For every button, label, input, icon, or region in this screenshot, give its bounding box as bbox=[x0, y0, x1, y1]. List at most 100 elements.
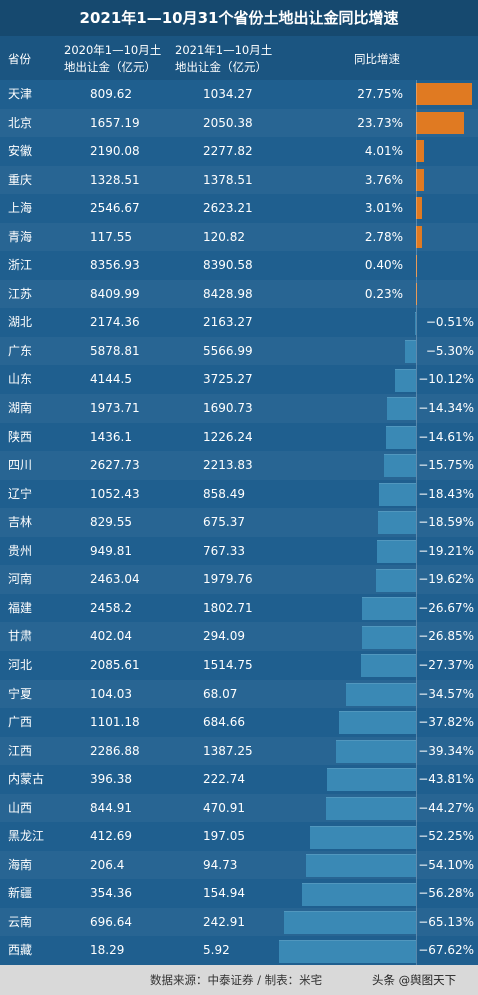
growth-label: −19.21% bbox=[418, 543, 474, 558]
growth-bar-negative bbox=[339, 711, 416, 735]
growth-bar-negative bbox=[377, 540, 416, 564]
province-label: 湖北 bbox=[8, 315, 33, 330]
province-label: 吉林 bbox=[8, 515, 33, 530]
value-2020: 1657.19 bbox=[90, 115, 140, 130]
header-2020-line2: 地出让金（亿元） bbox=[64, 60, 156, 74]
table-row: 北京 1657.19 2050.38 23.73% bbox=[0, 108, 478, 138]
chart-title: 2021年1—10月31个省份土地出让金同比增速 bbox=[0, 0, 478, 36]
value-2020: 412.69 bbox=[90, 829, 132, 844]
province-label: 西藏 bbox=[8, 943, 33, 958]
value-2021: 120.82 bbox=[203, 229, 245, 244]
growth-bar-negative bbox=[361, 597, 416, 621]
table-row: 吉林 829.55 675.37 −18.59% bbox=[0, 508, 478, 537]
value-2020: 206.4 bbox=[90, 857, 125, 872]
growth-label: −65.13% bbox=[418, 914, 474, 929]
growth-bar-negative bbox=[386, 425, 416, 449]
value-2021: 858.49 bbox=[203, 486, 245, 501]
value-2021: 1387.25 bbox=[203, 743, 253, 758]
table-row: 新疆 354.36 154.94 −56.28% bbox=[0, 879, 478, 908]
table-row: 内蒙古 396.38 222.74 −43.81% bbox=[0, 765, 478, 794]
value-2020: 8356.93 bbox=[90, 258, 140, 273]
growth-bar-negative bbox=[306, 854, 416, 878]
table-row: 河南 2463.04 1979.76 −19.62% bbox=[0, 565, 478, 594]
value-2021: 5.92 bbox=[203, 943, 230, 958]
value-2021: 2050.38 bbox=[203, 115, 253, 130]
table-row: 山西 844.91 470.91 −44.27% bbox=[0, 793, 478, 823]
growth-bar-negative bbox=[378, 511, 416, 535]
value-2021: 197.05 bbox=[203, 829, 245, 844]
province-label: 青海 bbox=[8, 229, 33, 244]
value-2021: 2163.27 bbox=[203, 315, 253, 330]
value-2020: 844.91 bbox=[90, 800, 132, 815]
province-label: 辽宁 bbox=[8, 486, 33, 501]
value-2021: 2277.82 bbox=[203, 144, 253, 159]
growth-label: −54.10% bbox=[418, 857, 474, 872]
growth-label: −18.43% bbox=[418, 486, 474, 501]
growth-bar-positive bbox=[416, 111, 465, 134]
data-source: 数据来源：中泰证券 / 制表：米宅 bbox=[150, 973, 323, 987]
value-2021: 242.91 bbox=[203, 914, 245, 929]
growth-label: −39.34% bbox=[418, 743, 474, 758]
growth-bar-negative bbox=[395, 368, 416, 392]
province-label: 湖南 bbox=[8, 401, 33, 416]
footer: 数据来源：中泰证券 / 制表：米宅 头条 @舆图天下 bbox=[0, 965, 478, 995]
growth-label: 3.76% bbox=[364, 172, 403, 187]
value-2021: 2213.83 bbox=[203, 458, 253, 473]
value-2020: 696.64 bbox=[90, 914, 132, 929]
value-2020: 2546.67 bbox=[90, 201, 140, 216]
value-2021: 222.74 bbox=[203, 772, 245, 787]
value-2021: 1226.24 bbox=[203, 429, 253, 444]
data-rows: 天津 809.62 1034.27 27.75% 北京 1657.19 2050.38 23.… bbox=[0, 80, 478, 965]
province-label: 甘肃 bbox=[8, 629, 33, 644]
header-2021-line2: 地出让金（亿元） bbox=[175, 60, 267, 74]
value-2021: 8390.58 bbox=[203, 258, 253, 273]
growth-label: 27.75% bbox=[357, 87, 403, 101]
value-2021: 675.37 bbox=[203, 515, 245, 530]
value-2020: 1052.43 bbox=[90, 486, 140, 501]
growth-label: −34.57% bbox=[418, 686, 474, 701]
growth-label: −14.34% bbox=[418, 401, 474, 416]
value-2020: 949.81 bbox=[90, 543, 132, 558]
zero-axis bbox=[416, 80, 417, 965]
growth-bar-negative bbox=[384, 454, 416, 478]
growth-label: 2.78% bbox=[364, 229, 403, 244]
value-2021: 2623.21 bbox=[203, 201, 253, 216]
value-2020: 1973.71 bbox=[90, 401, 140, 416]
value-2021: 8428.98 bbox=[203, 286, 253, 301]
table-row: 广西 1101.18 684.66 −37.82% bbox=[0, 708, 478, 737]
table-row: 四川 2627.73 2213.83 −15.75% bbox=[0, 451, 478, 480]
province-label: 四川 bbox=[8, 458, 33, 473]
value-2020: 396.38 bbox=[90, 772, 132, 787]
value-2020: 2627.73 bbox=[90, 458, 140, 473]
growth-bar-positive bbox=[416, 140, 425, 163]
table-row: 河北 2085.61 1514.75 −27.37% bbox=[0, 651, 478, 680]
table-row: 江西 2286.88 1387.25 −39.34% bbox=[0, 736, 478, 766]
header-2021-line1: 2021年1—10月土 bbox=[175, 43, 273, 57]
growth-bar-positive bbox=[416, 283, 417, 306]
province-label: 安徽 bbox=[8, 144, 33, 159]
growth-bar-negative bbox=[378, 482, 416, 506]
province-label: 云南 bbox=[8, 914, 33, 929]
value-2021: 1979.76 bbox=[203, 572, 253, 587]
growth-label: −43.81% bbox=[418, 772, 474, 787]
growth-label: −0.51% bbox=[425, 315, 474, 330]
growth-label: −44.27% bbox=[418, 800, 474, 815]
value-2020: 2085.61 bbox=[90, 657, 140, 672]
province-label: 浙江 bbox=[8, 258, 33, 273]
value-2021: 94.73 bbox=[203, 857, 238, 872]
table-row: 西藏 18.29 5.92 −67.62% bbox=[0, 936, 478, 965]
province-label: 福建 bbox=[8, 600, 33, 615]
header-province: 省份 bbox=[8, 52, 31, 66]
table-row: 陕西 1436.1 1226.24 −14.61% bbox=[0, 423, 478, 452]
growth-label: −26.67% bbox=[418, 600, 474, 615]
table-row: 海南 206.4 94.73 −54.10% bbox=[0, 850, 478, 880]
value-2020: 104.03 bbox=[90, 686, 132, 701]
growth-bar-negative bbox=[284, 911, 416, 935]
value-2021: 1690.73 bbox=[203, 401, 253, 416]
value-2020: 2463.04 bbox=[90, 572, 140, 587]
table-row: 甘肃 402.04 294.09 −26.85% bbox=[0, 622, 478, 651]
growth-bar-negative bbox=[386, 397, 416, 421]
table-row: 浙江 8356.93 8390.58 0.40% bbox=[0, 251, 478, 280]
growth-label: 23.73% bbox=[357, 115, 403, 130]
province-label: 广东 bbox=[8, 343, 33, 358]
